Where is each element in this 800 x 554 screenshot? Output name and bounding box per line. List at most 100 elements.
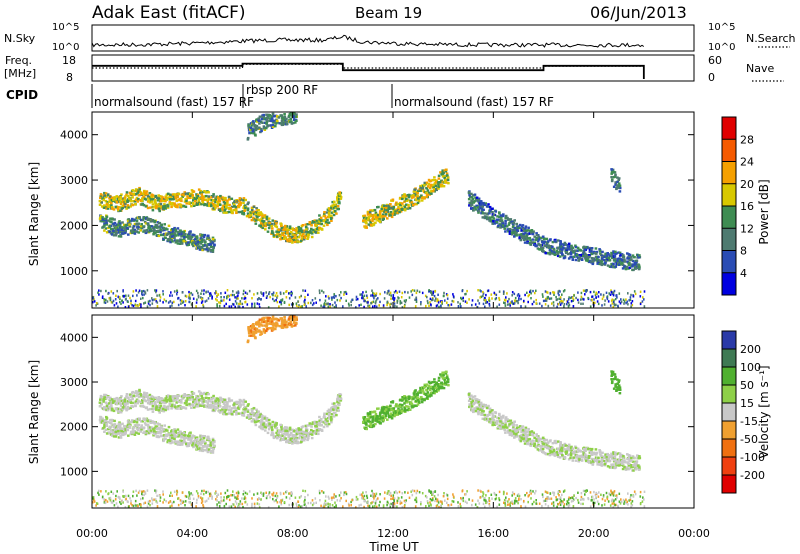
power-echo-cell <box>535 238 539 241</box>
velocity-echo-cell <box>164 428 168 431</box>
power-echo-cell <box>395 201 398 204</box>
velocity-echo-cell <box>291 442 294 445</box>
velocity-echo-cell <box>126 423 130 427</box>
power-echo-cell <box>260 291 262 294</box>
power-echo-cell <box>180 302 182 305</box>
power-echo-cell <box>384 211 388 214</box>
power-echo-cell <box>210 199 214 202</box>
power-echo-cell <box>379 300 381 304</box>
velocity-echo-cell <box>155 425 159 428</box>
power-echo-cell <box>297 236 301 239</box>
power-echo-cell <box>191 202 195 205</box>
power-echo-cell <box>418 188 421 191</box>
velocity-echo-cell <box>170 404 174 408</box>
power-echo-cell <box>105 223 109 226</box>
power-echo-cell <box>498 296 500 300</box>
power-echo-cell <box>617 304 619 308</box>
power-echo-cell <box>424 294 427 298</box>
power-echo-cell <box>268 124 271 127</box>
power-echo-cell <box>411 289 414 292</box>
power-echo-cell <box>610 168 613 171</box>
power-echo-cell <box>310 232 314 235</box>
velocity-echo-cell <box>197 401 200 405</box>
freq-tick-left-bottom: 8 <box>66 71 73 84</box>
power-echo-cell <box>251 305 253 308</box>
power-echo-cell <box>121 206 125 210</box>
velocity-echo-cell <box>145 392 149 395</box>
velocity-echo-cell <box>287 435 290 439</box>
velocity-echo-cell <box>217 399 220 402</box>
power-echo-cell <box>563 289 566 292</box>
power-echo-cell <box>323 212 326 216</box>
power-echo-cell <box>510 233 514 236</box>
velocity-echo-cell <box>165 400 169 403</box>
power-echo-cell <box>433 188 436 191</box>
power-echo-cell <box>571 258 575 261</box>
power-echo-cell <box>630 305 632 308</box>
power-echo-cell <box>318 220 322 224</box>
velocity-echo-cell <box>104 401 108 404</box>
power-echo-cell <box>345 290 347 294</box>
power-echo-cell <box>271 222 274 226</box>
power-echo-cell <box>124 227 128 231</box>
power-echo-cell <box>429 303 432 306</box>
velocity-echo-cell <box>138 388 141 392</box>
power-echo-cell <box>432 291 434 294</box>
power-echo-cell <box>418 290 421 294</box>
freq-unit: [MHz] <box>4 67 36 80</box>
velocity-echo-cell <box>254 423 258 427</box>
power-echo-cell <box>553 293 555 296</box>
power-echo-cell <box>559 247 563 250</box>
power-echo-cell <box>294 233 297 237</box>
power-echo-cell <box>299 233 302 236</box>
velocity-echo-cell <box>182 395 185 398</box>
power-echo-cell <box>118 220 121 223</box>
power-echo-cell <box>443 175 447 178</box>
power-echo-cell <box>561 253 564 256</box>
power-echo-cell <box>451 299 454 303</box>
power-echo-cell <box>285 226 288 230</box>
power-echo-cell <box>560 251 563 255</box>
velocity-echo-cell <box>103 430 106 433</box>
power-echo-cell <box>505 296 507 299</box>
velocity-echoes <box>92 315 646 509</box>
velocity-echo-cell <box>291 434 295 437</box>
power-echo-cell <box>587 255 591 259</box>
power-echo-cell <box>486 213 489 216</box>
power-echo-cell <box>123 198 127 201</box>
velocity-echo-cell <box>320 424 323 427</box>
power-echo-cell <box>195 235 199 238</box>
power-echo-cell <box>621 267 625 270</box>
power-echo-cell <box>291 234 295 238</box>
power-echo-cell <box>139 199 142 202</box>
power-echo-cell <box>398 290 401 293</box>
velocity-echo-cell <box>297 427 300 430</box>
power-echo-cell <box>115 302 118 305</box>
power-echo-cell <box>591 262 595 266</box>
power-echo-cell <box>364 299 366 303</box>
power-echo-cell <box>366 296 369 299</box>
power-echo-cell <box>547 304 550 308</box>
power-echo-cell <box>584 293 586 296</box>
power-echo-cell <box>234 296 236 299</box>
power-echo-cell <box>495 220 499 224</box>
power-echo-cell <box>188 295 191 298</box>
power-echo-cell <box>386 303 388 307</box>
power-echo-cell <box>267 226 271 230</box>
power-echo-cell <box>508 221 511 225</box>
velocity-echo-cell <box>276 429 280 432</box>
power-echo-cell <box>392 205 396 209</box>
power-echo-cell <box>374 221 377 224</box>
power-echo-cell <box>579 249 583 252</box>
power-echo-cell <box>116 289 118 293</box>
power-echo-cell <box>605 257 609 260</box>
power-echo-cell <box>355 295 358 299</box>
power-echo-cell <box>334 206 338 210</box>
power-echo-cell <box>128 223 131 226</box>
velocity-echo-cell <box>117 407 121 411</box>
power-echo-cell <box>426 189 430 192</box>
power-echo-cell <box>146 195 150 198</box>
velocity-echo-cell <box>99 398 102 401</box>
power-echo-cell <box>216 200 219 203</box>
